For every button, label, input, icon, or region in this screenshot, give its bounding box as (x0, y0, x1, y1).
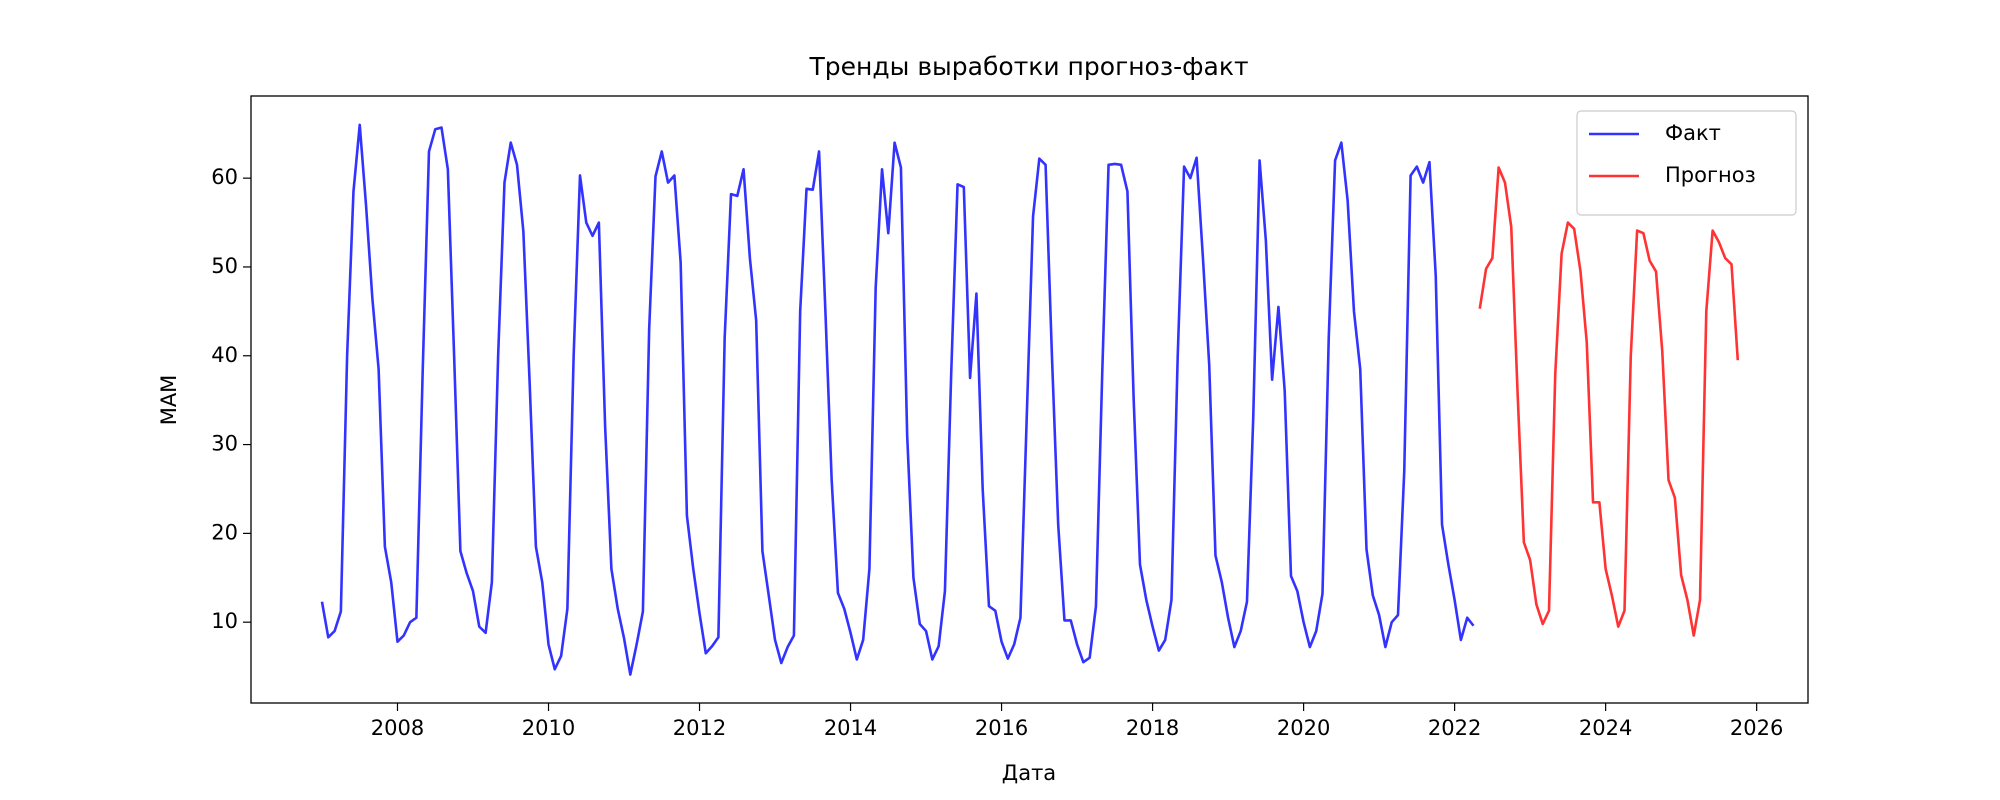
plot-frame (250, 95, 1809, 704)
x-tick-label: 2020 (1277, 716, 1330, 740)
y-tick-label: 60 (211, 165, 238, 189)
x-tick-label: 2018 (1126, 716, 1179, 740)
y-tick-label: 10 (211, 609, 238, 633)
x-tick-label: 2026 (1730, 716, 1783, 740)
x-tick-label: 2016 (975, 716, 1028, 740)
y-tick-label: 30 (211, 432, 238, 456)
x-tick-label: 2024 (1579, 716, 1632, 740)
y-tick-label: 40 (211, 343, 238, 367)
legend-label: Факт (1665, 121, 1721, 145)
x-tick-label: 2012 (673, 716, 726, 740)
legend-box (1576, 110, 1797, 216)
y-axis-label: МАМ (157, 375, 181, 426)
y-tick-label: 20 (211, 520, 238, 544)
y-tick-label: 50 (211, 254, 238, 278)
x-tick-label: 2010 (522, 716, 575, 740)
x-axis-label: Дата (1002, 761, 1056, 785)
legend: Факт Прогноз (1576, 110, 1797, 216)
chart-title: Тренды выработки прогноз-факт (808, 52, 1248, 81)
x-tick-label: 2014 (824, 716, 877, 740)
data-line (320, 123, 1475, 676)
data-line (1478, 166, 1740, 637)
legend-label: Прогноз (1665, 163, 1756, 187)
x-tick-label: 2008 (371, 716, 424, 740)
x-tick-label: 2022 (1428, 716, 1481, 740)
